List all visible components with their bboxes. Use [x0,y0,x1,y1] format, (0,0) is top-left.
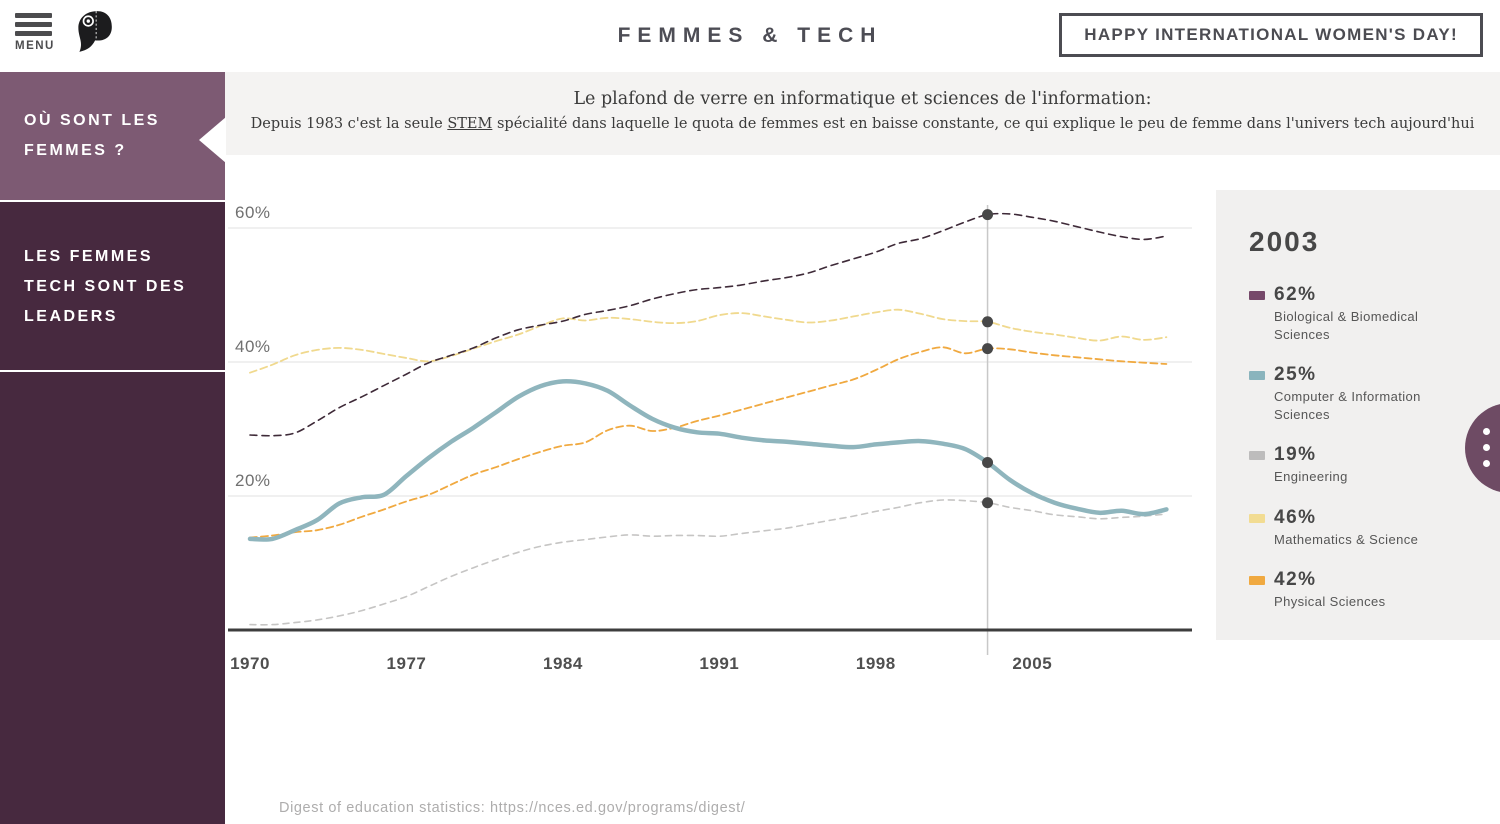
chart-canvas: 20% 40% 60% 1970 1977 1984 1991 1998 2005 [228,203,1192,673]
source-citation: Digest of education statistics: https://… [279,800,746,816]
hamburger-icon [15,13,55,36]
legend-swatch-icon [1249,371,1265,381]
legend-label: Computer & Information Sciences [1274,389,1421,422]
toucan-logo-icon[interactable] [70,8,116,54]
x-axis-label: 1984 [543,654,583,673]
x-axis-label: 1991 [699,654,739,673]
chart-intro: Le plafond de verre en informatique et s… [225,72,1500,155]
series-line-mathematics-science [249,308,1168,374]
legend-value: 25% [1274,364,1317,386]
stem-link[interactable]: STEM [447,116,493,132]
y-axis-label: 20% [235,471,271,490]
legend-value: 62% [1274,284,1317,305]
legend-swatch-icon [1249,576,1265,586]
legend-value: 42% [1274,569,1317,591]
legend-label: Engineering [1274,469,1348,485]
y-axis-label: 40% [235,337,271,356]
x-axis-label: 2005 [1012,654,1052,673]
x-axis-label: 1970 [230,654,270,673]
chart-intro-title: Le plafond de verre en informatique et s… [573,89,1152,109]
highlight-dot [982,316,994,328]
legend-entry: 62% Biological & Biomedical Sciences [1249,284,1454,343]
intro-text-suffix: spécialité dans laquelle le quota de fem… [492,116,1475,132]
legend-year: 2003 [1249,226,1320,257]
womens-day-banner: HAPPY INTERNATIONAL WOMEN'S DAY! [1059,13,1483,57]
legend-entry: 46% Mathematics & Science [1249,507,1454,549]
highlight-dot [982,457,994,468]
highlight-dot [982,343,994,355]
legend-entry: 42% Physical Sciences [1249,569,1454,611]
kebab-menu-icon [1483,428,1490,476]
x-axis-label: 1998 [856,654,896,673]
legend-swatch-icon [1249,451,1265,461]
legend-entries: 62% Biological & Biomedical Sciences 25% Co… [1249,284,1500,611]
legend-label: Physical Sciences [1274,594,1386,610]
chart-legend: 2003 62% Biological & Biomedical Sciences… [1216,190,1500,640]
highlight-dot [982,497,994,509]
series-line-engineering [249,499,1168,626]
line-chart[interactable]: 20% 40% 60% 1970 1977 1984 1991 1998 2005 [225,180,1200,695]
legend-value: 19% [1274,444,1317,466]
highlight-dot [982,209,994,221]
sidebar: OÙ SONT LES FEMMES ? LES FEMMES TECH SON… [0,72,225,824]
menu-button[interactable]: MENU [15,13,55,52]
sidebar-item-ou-sont-les-femmes[interactable]: OÙ SONT LES FEMMES ? [0,72,225,202]
series-line-computer-information-sciences [247,379,1169,542]
chart-intro-description: Depuis 1983 c'est la seule STEM spéciali… [225,116,1500,132]
legend-value: 46% [1274,506,1317,528]
active-item-arrow-icon [199,117,226,163]
header: MENU FEMMES & TECH HAPPY INTERNATIONAL W… [0,0,1500,72]
series-line-biological-biomedical-sciences [249,212,1168,437]
y-axis-label: 60% [235,203,271,222]
legend-label: Biological & Biomedical Sciences [1274,309,1419,342]
series-line-physical-sciences [249,346,1168,539]
legend-swatch-icon [1249,513,1265,523]
page-title: FEMMES & TECH [617,24,883,47]
legend-entry: 25% Computer & Information Sciences [1249,364,1454,423]
menu-button-label: MENU [15,40,55,52]
x-axis-label: 1977 [387,654,427,673]
legend-label: Mathematics & Science [1274,531,1419,547]
legend-swatch-icon [1249,291,1265,300]
sidebar-item-les-femmes-tech-leaders[interactable]: LES FEMMES TECH SONT DES LEADERS [0,202,225,372]
intro-text-prefix: Depuis 1983 c'est la seule [250,116,448,132]
legend-entry: 19% Engineering [1249,444,1454,486]
